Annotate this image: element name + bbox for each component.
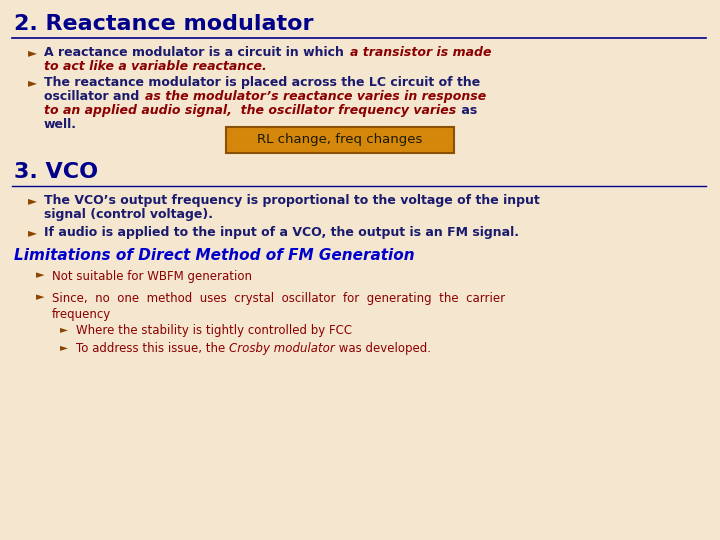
- Text: to act like a variable reactance.: to act like a variable reactance.: [44, 60, 266, 73]
- Text: Crosby modulator: Crosby modulator: [229, 342, 335, 355]
- Text: A reactance modulator is a circuit in which: A reactance modulator is a circuit in wh…: [44, 46, 348, 59]
- Text: as the modulator’s reactance varies in response: as the modulator’s reactance varies in r…: [145, 90, 486, 103]
- Text: RL change, freq changes: RL change, freq changes: [257, 133, 423, 146]
- Text: signal (control voltage).: signal (control voltage).: [44, 208, 213, 221]
- Text: ►: ►: [28, 194, 37, 207]
- Text: oscillator and: oscillator and: [44, 90, 143, 103]
- Text: Not suitable for WBFM generation: Not suitable for WBFM generation: [52, 270, 252, 283]
- Text: as: as: [457, 104, 477, 117]
- Text: ►: ►: [60, 342, 68, 352]
- Text: was developed.: was developed.: [335, 342, 431, 355]
- Text: Since,  no  one  method  uses  crystal  oscillator  for  generating  the  carrie: Since, no one method uses crystal oscill…: [52, 292, 505, 305]
- Text: If audio is applied to the input of a VCO, the output is an FM signal.: If audio is applied to the input of a VC…: [44, 226, 519, 239]
- Text: ►: ►: [28, 76, 37, 89]
- Text: Limitations of Direct Method of FM Generation: Limitations of Direct Method of FM Gener…: [14, 248, 415, 263]
- Text: ►: ►: [36, 270, 45, 280]
- Text: ►: ►: [28, 46, 37, 59]
- Text: ►: ►: [36, 292, 45, 302]
- Text: to an applied audio signal,  the oscillator frequency varies: to an applied audio signal, the oscillat…: [44, 104, 456, 117]
- Text: 2. Reactance modulator: 2. Reactance modulator: [14, 14, 313, 34]
- Text: 3. VCO: 3. VCO: [14, 162, 98, 182]
- Text: To address this issue, the: To address this issue, the: [76, 342, 229, 355]
- Text: The VCO’s output frequency is proportional to the voltage of the input: The VCO’s output frequency is proportion…: [44, 194, 540, 207]
- FancyBboxPatch shape: [226, 127, 454, 153]
- Text: ►: ►: [28, 226, 37, 239]
- Text: well.: well.: [44, 118, 77, 131]
- Text: ►: ►: [60, 324, 68, 334]
- Text: frequency: frequency: [52, 308, 112, 321]
- Text: Where the stability is tightly controlled by FCC: Where the stability is tightly controlle…: [76, 324, 352, 337]
- Text: a transistor is made: a transistor is made: [350, 46, 492, 59]
- Text: The reactance modulator is placed across the LC circuit of the: The reactance modulator is placed across…: [44, 76, 480, 89]
